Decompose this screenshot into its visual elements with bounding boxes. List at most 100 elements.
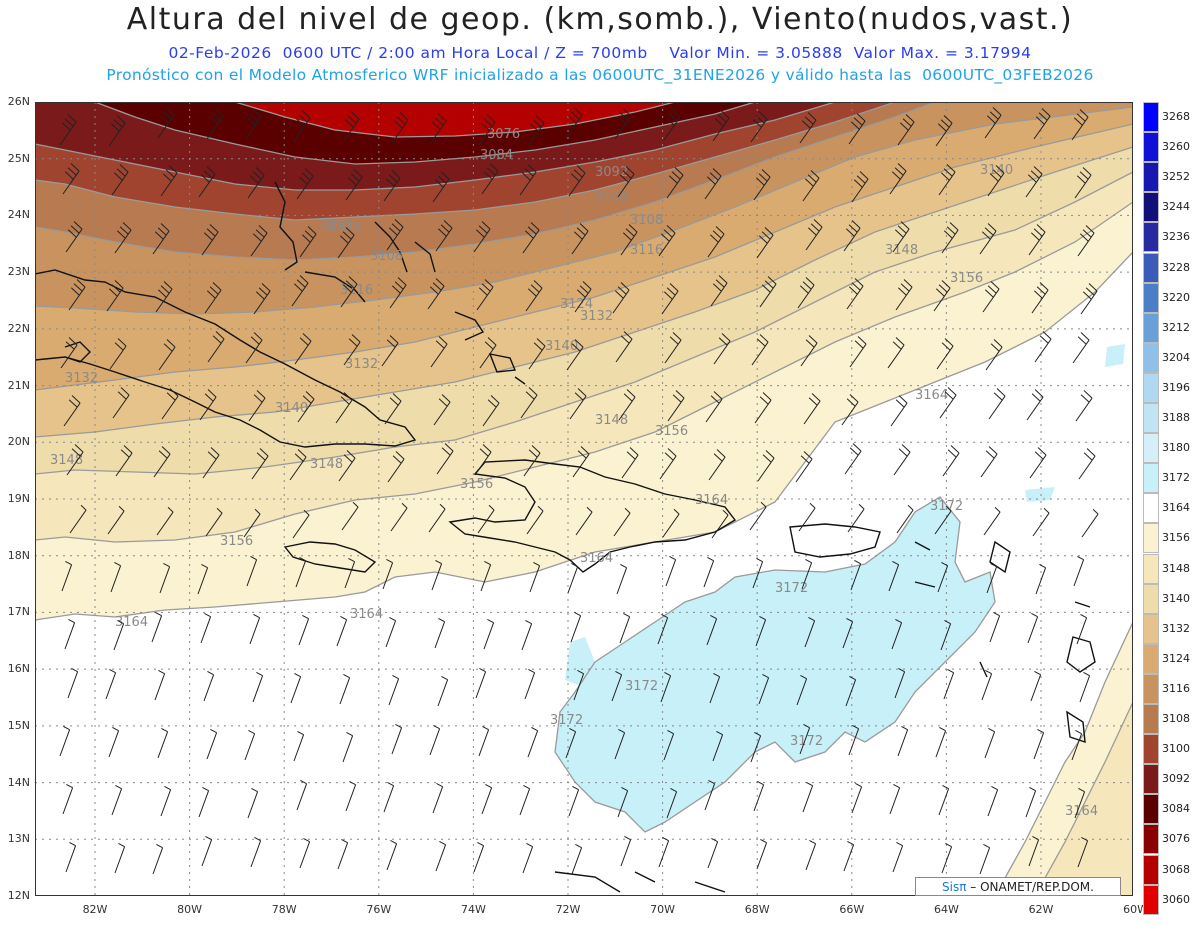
credit-text: – ONAMET/REP.DOM. (966, 880, 1094, 894)
contour-label: 3140 (980, 163, 1013, 178)
wind-barb (1034, 331, 1052, 363)
wind-barb (524, 668, 536, 700)
wind-barb (979, 843, 991, 875)
wind-barb (159, 562, 171, 594)
wind-barb (62, 783, 74, 815)
wind-barb (526, 505, 544, 535)
colorbar-swatch (1143, 643, 1159, 674)
wind-barb (161, 388, 179, 420)
wind-barb (337, 838, 349, 870)
wind-barb (568, 165, 586, 197)
wind-barb (892, 841, 904, 873)
colorbar-label: 3188 (1162, 411, 1190, 424)
wind-barb (298, 614, 310, 646)
wind-barb (436, 443, 454, 475)
lat-label: 16N (7, 662, 30, 676)
lat-label: 15N (7, 718, 30, 732)
colorbar-label: 3156 (1162, 531, 1190, 545)
wind-barb (1071, 109, 1089, 141)
wind-barb (796, 674, 808, 706)
wind-barb (984, 727, 996, 759)
wind-barb (712, 730, 724, 762)
contour-label: 3148 (885, 243, 918, 258)
wind-barb (428, 503, 446, 533)
coast-puerto-rico (789, 523, 881, 558)
credit-box: Sisπ – ONAMET/REP.DOM. (915, 877, 1121, 896)
colorbar-swatch (1143, 132, 1159, 163)
colorbar-swatch (1143, 162, 1159, 193)
wind-barb (614, 108, 632, 140)
wind-barb (157, 107, 175, 139)
wind-barb (481, 163, 499, 195)
lat-label: 12N (7, 889, 30, 902)
wind-barb (481, 783, 493, 815)
wind-barb (704, 779, 716, 811)
wind-barb (250, 225, 268, 257)
wind-barb (108, 115, 126, 147)
wind-barb (244, 109, 262, 141)
wind-barb (381, 335, 399, 367)
contour-label: 3076 (487, 127, 520, 142)
colorbar-label: 3220 (1162, 290, 1190, 304)
contour-label: 3084 (480, 148, 513, 163)
forecast-map: 3076 3084 3092 3092 3100 3100 3108 3108 3116 3116… (35, 102, 1133, 896)
lon-label: 76W (366, 903, 392, 916)
wind-barb (753, 169, 771, 201)
wind-barb (478, 114, 496, 146)
wind-barb (65, 841, 77, 873)
wind-barb (704, 168, 722, 200)
lat-label: 20N (7, 435, 30, 449)
wind-barb (1073, 555, 1085, 587)
wind-barb (247, 787, 259, 819)
colorbar-label: 3180 (1162, 441, 1190, 455)
wind-barb (756, 227, 774, 259)
wind-barb (152, 223, 170, 255)
colorbar-label: 3108 (1162, 712, 1190, 725)
lat-label: 26N (7, 95, 30, 108)
wind-barb (110, 561, 122, 593)
contour-label: 3140 (275, 401, 308, 416)
wind-barb (344, 557, 356, 589)
wind-barb (663, 729, 675, 761)
wind-barb (666, 787, 678, 819)
colorbar-label: 3140 (1162, 591, 1190, 605)
wind-barb (431, 559, 443, 591)
wind-barb (60, 337, 78, 369)
wind-barb (63, 395, 81, 427)
wind-barb (64, 618, 76, 650)
wind-barb (293, 110, 311, 142)
wind-barb (749, 501, 767, 531)
wind-barb (345, 780, 357, 812)
contour-label: 3132 (65, 371, 98, 386)
wind-barb (709, 672, 721, 704)
wind-barb (798, 502, 816, 532)
wind-barb (939, 387, 957, 419)
wind-barb (933, 280, 951, 312)
wind-barb (805, 839, 817, 871)
wind-barb (158, 339, 176, 371)
wind-barb (712, 110, 730, 142)
wind-barb (661, 283, 679, 315)
colorbar-swatch (1143, 794, 1159, 825)
wind-barb (894, 667, 906, 699)
contour-label: 3140 (545, 339, 578, 354)
wind-barb (383, 781, 395, 813)
wind-barb (111, 164, 129, 196)
wind-barb (711, 509, 729, 539)
contour-label: 3116 (340, 283, 373, 298)
wind-barb (1076, 613, 1088, 645)
contour-label: 3156 (220, 534, 253, 549)
wind-barb (243, 508, 261, 538)
wind-barb (751, 334, 769, 366)
wind-barb (482, 395, 500, 427)
colorbar-label: 3116 (1162, 681, 1190, 695)
wind-barb (477, 504, 495, 534)
colorbar-label: 3164 (1162, 501, 1190, 515)
wind-barb (522, 842, 534, 874)
wind-barb (525, 280, 543, 312)
colorbar-swatch (1143, 523, 1159, 554)
wind-barb (1025, 166, 1043, 198)
wind-barb (527, 726, 539, 758)
wind-barb (522, 222, 540, 254)
wind-barb (658, 836, 670, 868)
